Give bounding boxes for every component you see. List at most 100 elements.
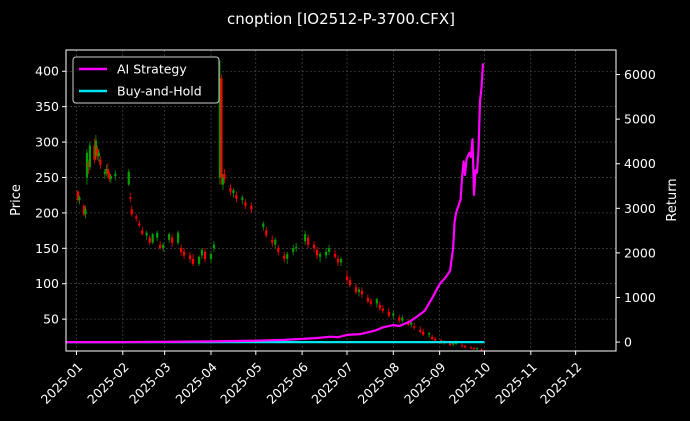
- candle-body: [97, 152, 100, 157]
- candle-body: [159, 244, 162, 249]
- candle-body: [162, 244, 165, 249]
- candle-body: [265, 230, 268, 236]
- candle-body: [295, 246, 298, 249]
- candle-body: [78, 197, 81, 201]
- candle-body: [475, 348, 479, 350]
- y-tick-label-right: 3000: [624, 201, 656, 216]
- candle-body: [156, 232, 159, 238]
- legend: AI Strategy Buy-and-Hold: [72, 56, 220, 104]
- candle-body: [218, 78, 222, 178]
- candle-body: [339, 258, 343, 263]
- candle-body: [168, 234, 171, 240]
- candle-body: [274, 239, 277, 245]
- candle-body: [191, 258, 195, 264]
- candle-body: [232, 190, 235, 194]
- candle-body: [315, 249, 319, 256]
- candle-body: [76, 191, 80, 201]
- plot-frame: [65, 49, 617, 352]
- y-tick-label-right: 5000: [624, 112, 656, 127]
- candle-body: [135, 216, 138, 219]
- candle-body: [141, 230, 144, 235]
- candle-body: [360, 290, 364, 295]
- y-tick-label-left: 150: [35, 241, 59, 256]
- candle-body: [109, 176, 112, 179]
- candle-body: [419, 329, 422, 332]
- candle-body: [410, 322, 413, 325]
- candle-body: [244, 202, 247, 206]
- candle-body: [241, 197, 244, 201]
- candle-body: [480, 349, 483, 351]
- candle-body: [460, 345, 464, 347]
- y-tick-label-left: 300: [35, 135, 59, 150]
- candle-body: [369, 301, 372, 304]
- candle-body: [151, 234, 154, 243]
- candle-body: [130, 209, 133, 215]
- candle-body: [469, 347, 473, 349]
- candle-body: [105, 168, 108, 172]
- candle-body: [94, 140, 97, 157]
- candle-body: [451, 343, 455, 345]
- candle-body: [318, 253, 322, 257]
- candle-body: [354, 287, 358, 293]
- candle-body: [277, 248, 280, 252]
- chart-title: cnoption [IO2512-P-3700.CFX]: [227, 10, 455, 28]
- candle-body: [235, 195, 238, 199]
- candle-body: [449, 343, 452, 346]
- candle-body: [88, 145, 92, 167]
- candle-body: [82, 205, 86, 215]
- candle-body: [271, 239, 274, 243]
- candle-body: [312, 244, 316, 249]
- candle-body: [304, 234, 307, 242]
- candle-body: [348, 280, 352, 286]
- candle-body: [145, 232, 148, 236]
- candle-body: [87, 163, 90, 167]
- candle-body: [108, 173, 111, 179]
- candle-body: [200, 249, 204, 256]
- candle-body: [179, 248, 183, 252]
- y-tick-label-right: 6000: [624, 67, 656, 82]
- y-tick-label-right: 0: [624, 335, 632, 350]
- candle-body: [127, 171, 130, 185]
- candle-body: [85, 152, 89, 178]
- candle-body: [212, 244, 216, 249]
- candle-body: [129, 197, 132, 199]
- candle-body: [99, 159, 102, 165]
- candle-body: [286, 253, 289, 259]
- candlesticks: [76, 60, 483, 351]
- candle-body: [333, 253, 337, 257]
- candle-body: [431, 336, 434, 339]
- candle-body: [292, 248, 295, 252]
- candle-body: [387, 312, 390, 316]
- candle-body: [357, 289, 361, 293]
- y-tick-label-left: 100: [35, 276, 59, 291]
- series-line-ai-strategy: [66, 63, 485, 344]
- legend-box: [72, 56, 220, 104]
- y-tick-label-left: 350: [35, 99, 59, 114]
- candle-body: [283, 255, 286, 259]
- candle-body: [103, 171, 106, 174]
- candle-body: [472, 348, 476, 350]
- candle-body: [428, 333, 431, 335]
- candle-body: [209, 253, 213, 259]
- y-tick-label-right: 1000: [624, 290, 656, 305]
- y-axis-label-right: Return: [665, 178, 680, 221]
- candle-body: [413, 326, 416, 328]
- y-axis-label-left: Price: [9, 184, 24, 216]
- candle-body: [171, 237, 174, 243]
- candle-body: [324, 251, 328, 256]
- y-tick-label-left: 250: [35, 170, 59, 185]
- candle-body: [375, 299, 378, 304]
- legend-label-ai-strategy: AI Strategy: [117, 62, 187, 77]
- candle-body: [138, 223, 141, 226]
- candle-body: [203, 251, 207, 259]
- candle-body: [307, 237, 310, 245]
- candle-body: [229, 188, 232, 192]
- candle-body: [176, 232, 180, 243]
- candle-body: [422, 331, 425, 335]
- candle-body: [392, 313, 395, 316]
- candle-body: [148, 237, 151, 243]
- candle-body: [407, 322, 410, 325]
- candle-body: [463, 346, 467, 348]
- candle-body: [262, 223, 265, 228]
